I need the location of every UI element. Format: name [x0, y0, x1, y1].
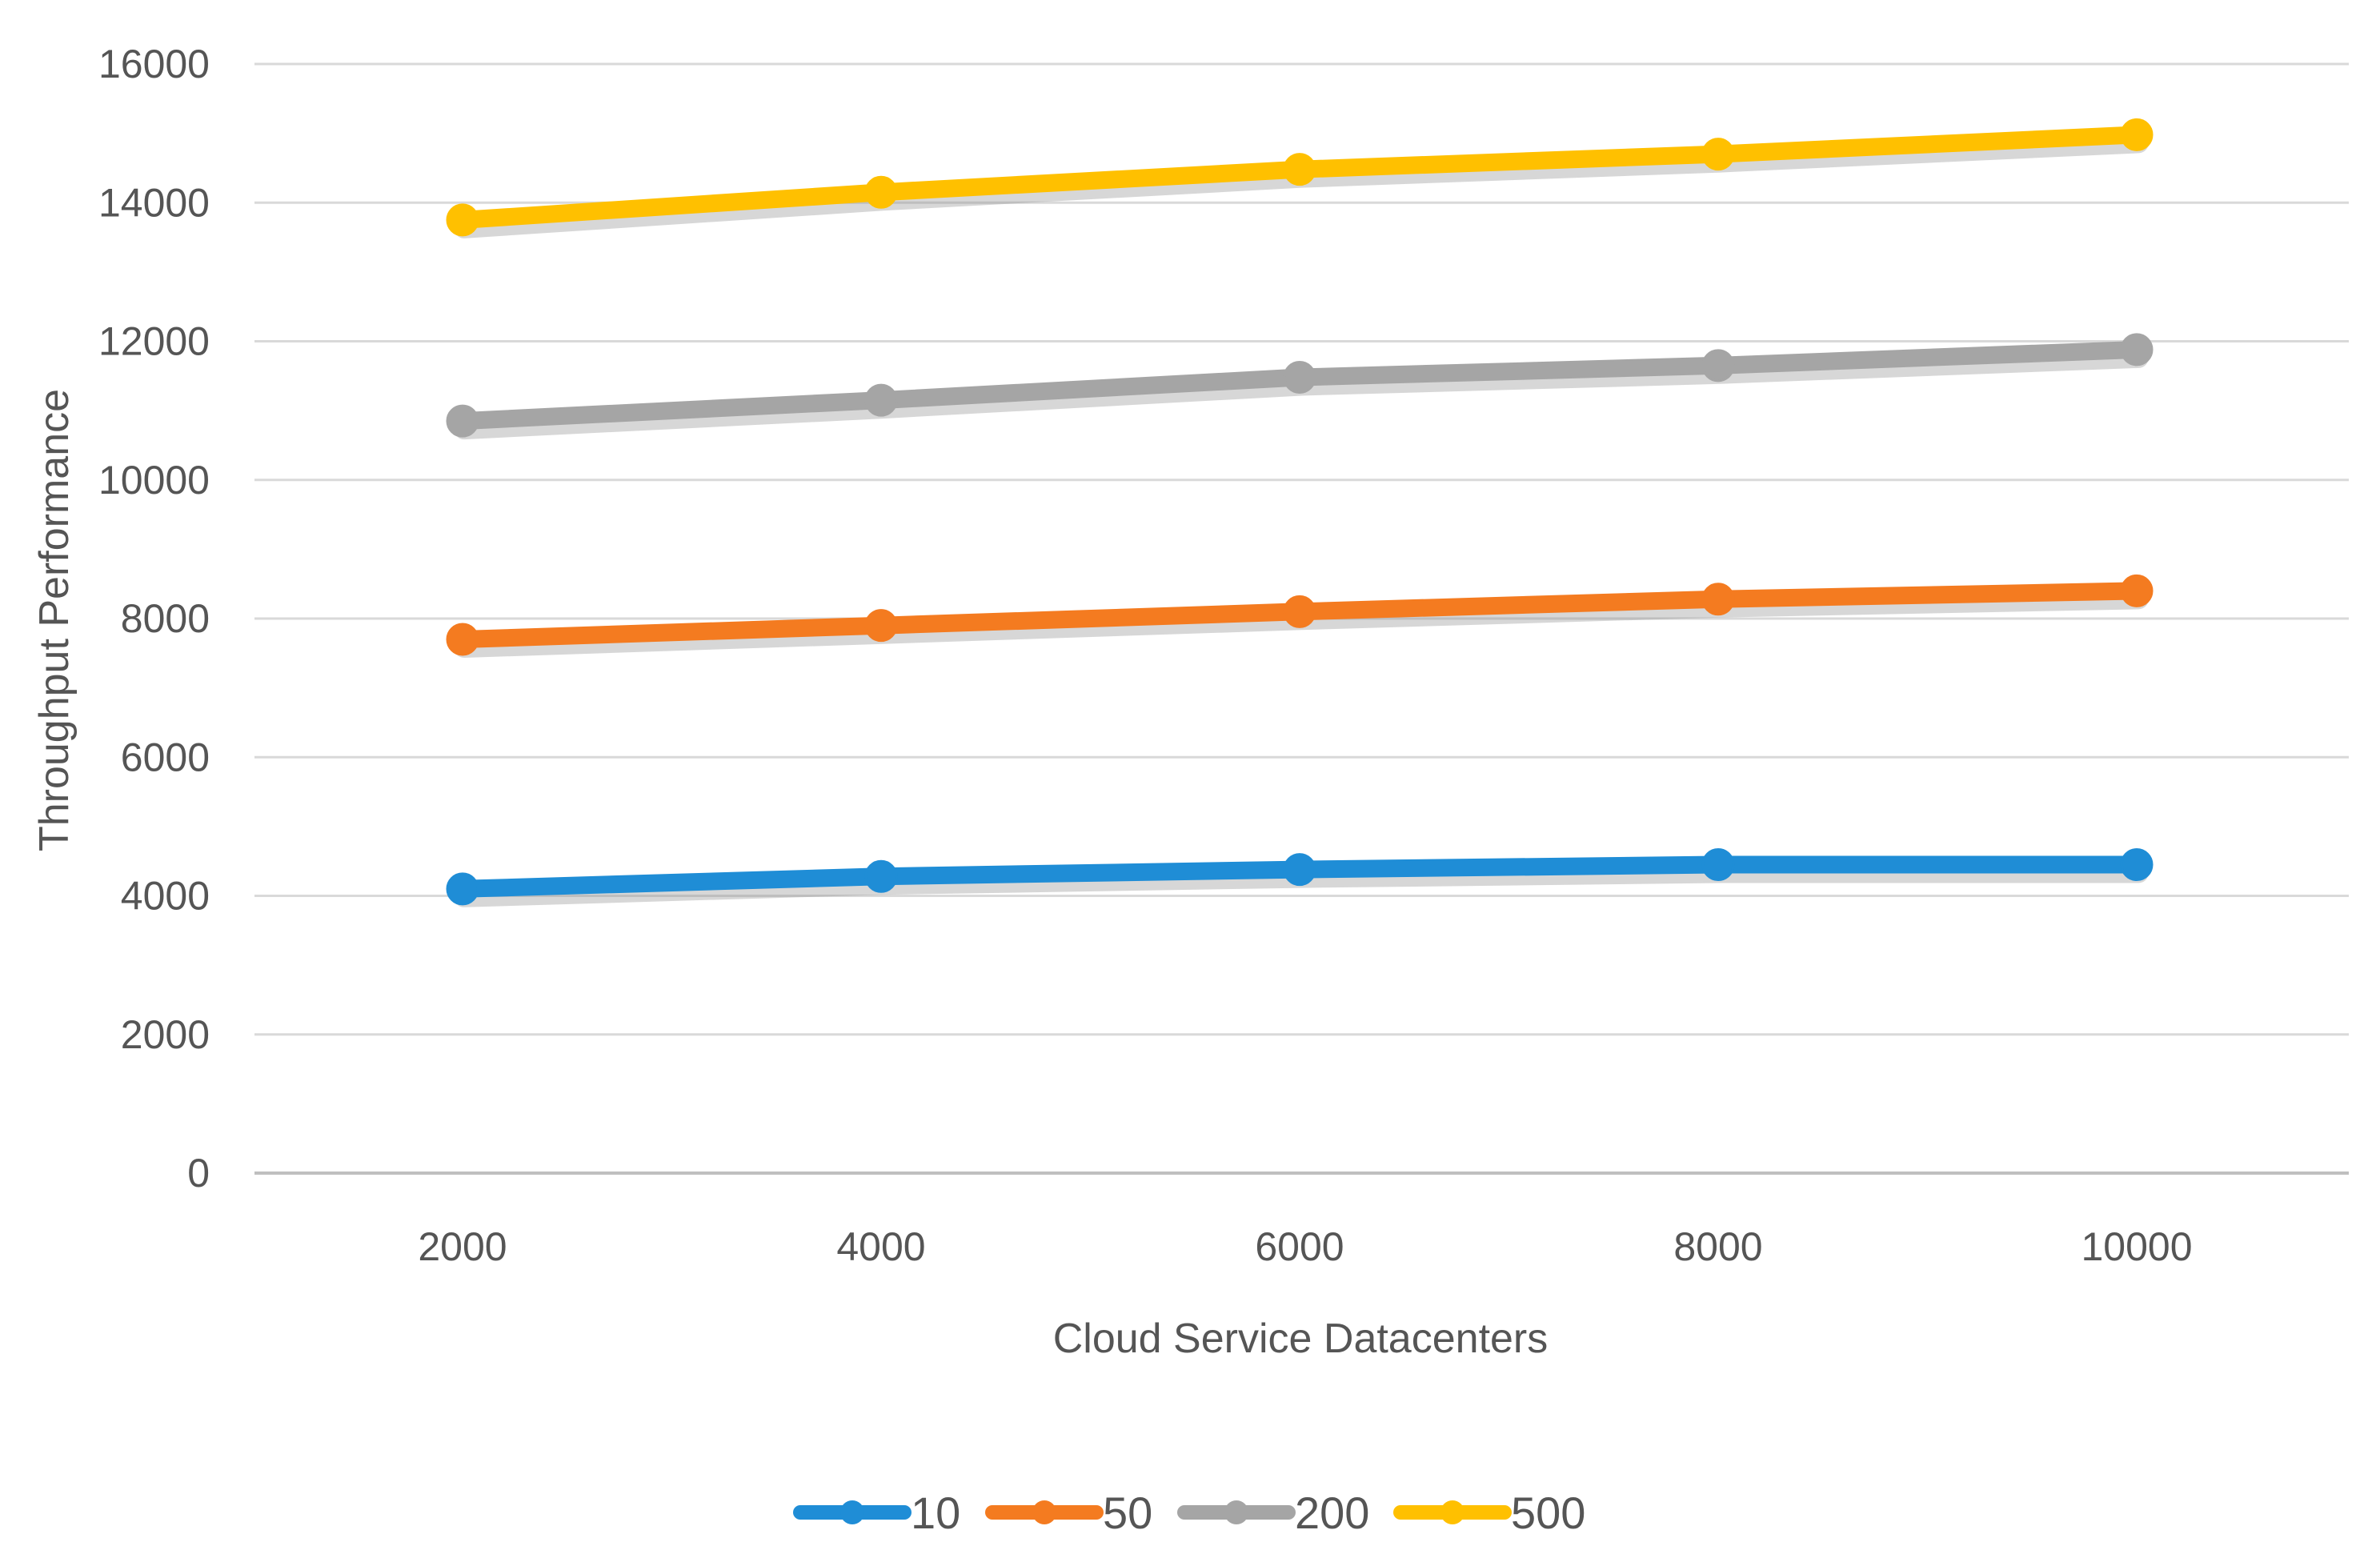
legend-item-500: 500 [1393, 1488, 1585, 1538]
x-axis-ticks: 2000 4000 6000 8000 10000 [418, 1224, 2192, 1269]
data-point [864, 609, 898, 643]
y-axis-ticks: 0 2000 4000 6000 8000 10000 12000 14000 16000 [98, 42, 210, 1196]
data-point [2120, 333, 2154, 366]
x-tick-label: 8000 [1673, 1224, 1762, 1269]
y-tick-label: 8000 [121, 596, 210, 641]
legend: 10 50 200 500 [793, 1488, 1585, 1538]
x-tick-label: 2000 [418, 1224, 507, 1269]
legend-item-10: 10 [793, 1488, 960, 1538]
legend-marker [1224, 1500, 1248, 1524]
legend-label: 10 [911, 1488, 960, 1538]
legend-label: 50 [1103, 1488, 1152, 1538]
data-point [864, 859, 898, 893]
data-point [1283, 361, 1316, 395]
legend-label: 200 [1295, 1488, 1369, 1538]
y-tick-label: 4000 [121, 874, 210, 919]
series-200 [446, 333, 2154, 440]
series-layer [446, 118, 2154, 907]
x-axis-title: Cloud Service Datacenters [1053, 1316, 1549, 1362]
legend-marker [1440, 1500, 1464, 1524]
data-point [1283, 153, 1316, 186]
y-tick-label: 14000 [98, 180, 210, 225]
data-point [2120, 848, 2154, 882]
legend-marker [1032, 1500, 1056, 1524]
x-tick-label: 6000 [1255, 1224, 1344, 1269]
legend-label: 500 [1511, 1488, 1585, 1538]
data-point [1701, 138, 1735, 171]
series-10 [446, 848, 2154, 907]
data-point [864, 175, 898, 209]
data-point [1283, 853, 1316, 887]
y-tick-label: 2000 [121, 1012, 210, 1057]
legend-item-200: 200 [1177, 1488, 1369, 1538]
data-point [2120, 574, 2154, 607]
data-point [446, 203, 479, 237]
series-500 [446, 118, 2154, 238]
data-point [446, 623, 479, 656]
data-point [864, 383, 898, 417]
legend-marker [840, 1500, 864, 1524]
data-point [2120, 118, 2154, 151]
y-tick-label: 10000 [98, 458, 210, 503]
data-point [1701, 583, 1735, 616]
y-axis-title: Throughput Performance [31, 389, 78, 851]
data-point [446, 404, 479, 438]
y-tick-label: 0 [187, 1151, 210, 1196]
data-point [446, 872, 479, 906]
x-tick-label: 10000 [2081, 1224, 2192, 1269]
series-50 [446, 574, 2154, 658]
legend-item-50: 50 [985, 1488, 1152, 1538]
y-tick-label: 16000 [98, 42, 210, 86]
data-point [1701, 848, 1735, 882]
y-tick-label: 12000 [98, 319, 210, 364]
y-tick-label: 6000 [121, 735, 210, 779]
x-tick-label: 4000 [836, 1224, 925, 1269]
data-point [1701, 349, 1735, 382]
data-point [1283, 595, 1316, 628]
